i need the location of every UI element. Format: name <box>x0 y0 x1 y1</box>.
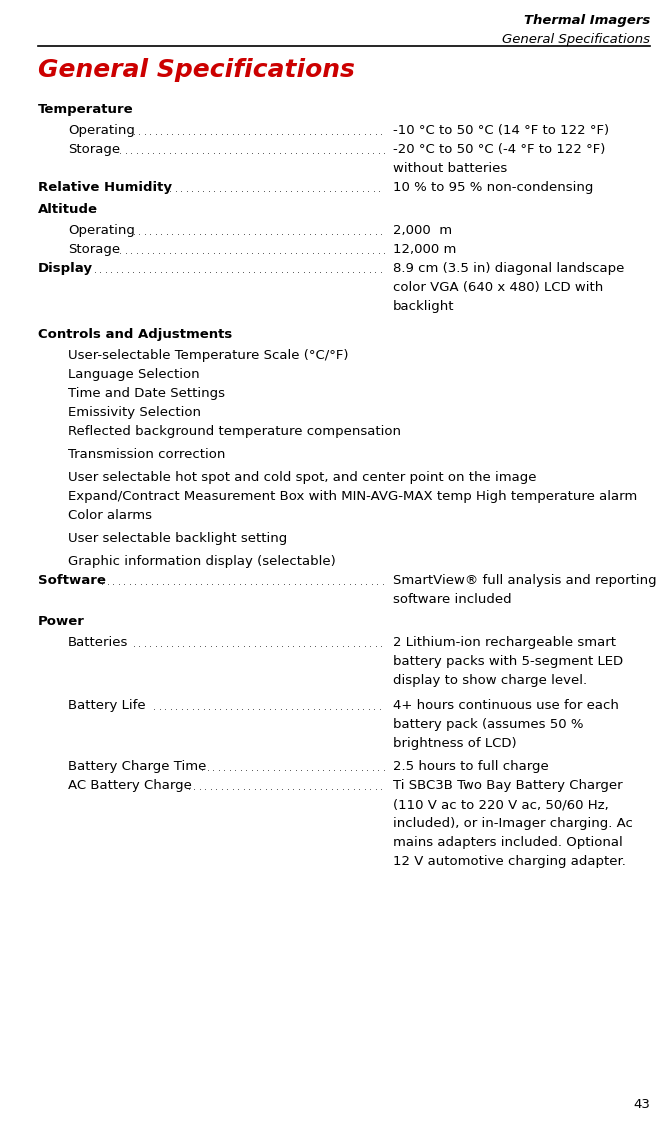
Text: 2,000  m: 2,000 m <box>393 224 452 237</box>
Text: Expand/Contract Measurement Box with MIN-AVG-MAX temp High temperature alarm: Expand/Contract Measurement Box with MIN… <box>68 490 637 504</box>
Text: 12,000 m: 12,000 m <box>393 243 456 256</box>
Text: Operating: Operating <box>68 224 135 237</box>
Text: -10 °C to 50 °C (14 °F to 122 °F): -10 °C to 50 °C (14 °F to 122 °F) <box>393 124 609 137</box>
Text: Language Selection: Language Selection <box>68 368 200 380</box>
Text: 2 Lithium-ion rechargeable smart: 2 Lithium-ion rechargeable smart <box>393 636 616 649</box>
Text: Software: Software <box>38 574 106 587</box>
Text: 8.9 cm (3.5 in) diagonal landscape: 8.9 cm (3.5 in) diagonal landscape <box>393 262 625 275</box>
Text: SmartView® full analysis and reporting: SmartView® full analysis and reporting <box>393 574 657 587</box>
Text: User selectable hot spot and cold spot, and center point on the image: User selectable hot spot and cold spot, … <box>68 471 536 484</box>
Text: (110 V ac to 220 V ac, 50/60 Hz,: (110 V ac to 220 V ac, 50/60 Hz, <box>393 798 609 811</box>
Text: without batteries: without batteries <box>393 161 507 175</box>
Text: Color alarms: Color alarms <box>68 509 152 522</box>
Text: Altitude: Altitude <box>38 203 98 216</box>
Text: 2.5 hours to full charge: 2.5 hours to full charge <box>393 760 548 773</box>
Text: 12 V automotive charging adapter.: 12 V automotive charging adapter. <box>393 855 626 868</box>
Text: included), or in-Imager charging. Ac: included), or in-Imager charging. Ac <box>393 817 633 830</box>
Text: brightness of LCD): brightness of LCD) <box>393 737 516 750</box>
Text: color VGA (640 x 480) LCD with: color VGA (640 x 480) LCD with <box>393 281 603 294</box>
Text: Battery Life: Battery Life <box>68 699 146 712</box>
Text: User selectable backlight setting: User selectable backlight setting <box>68 532 287 545</box>
Text: User-selectable Temperature Scale (°C/°F): User-selectable Temperature Scale (°C/°F… <box>68 349 349 362</box>
Text: Time and Date Settings: Time and Date Settings <box>68 387 225 400</box>
Text: General Specifications: General Specifications <box>38 58 355 82</box>
Text: Display: Display <box>38 262 93 275</box>
Text: Ti SBC3B Two Bay Battery Charger: Ti SBC3B Two Bay Battery Charger <box>393 779 623 793</box>
Text: Operating: Operating <box>68 124 135 137</box>
Text: backlight: backlight <box>393 300 454 313</box>
Text: 43: 43 <box>633 1099 650 1111</box>
Text: Relative Humidity: Relative Humidity <box>38 181 172 194</box>
Text: -20 °C to 50 °C (-4 °F to 122 °F): -20 °C to 50 °C (-4 °F to 122 °F) <box>393 143 605 156</box>
Text: AC Battery Charge: AC Battery Charge <box>68 779 192 793</box>
Text: Emissivity Selection: Emissivity Selection <box>68 406 201 419</box>
Text: battery pack (assumes 50 %: battery pack (assumes 50 % <box>393 718 584 730</box>
Text: battery packs with 5-segment LED: battery packs with 5-segment LED <box>393 655 623 668</box>
Text: Controls and Adjustments: Controls and Adjustments <box>38 329 232 341</box>
Text: Battery Charge Time: Battery Charge Time <box>68 760 206 773</box>
Text: General Specifications: General Specifications <box>502 33 650 46</box>
Text: Thermal Imagers: Thermal Imagers <box>524 14 650 27</box>
Text: Storage: Storage <box>68 143 120 156</box>
Text: Temperature: Temperature <box>38 103 134 116</box>
Text: display to show charge level.: display to show charge level. <box>393 674 587 688</box>
Text: Storage: Storage <box>68 243 120 256</box>
Text: Graphic information display (selectable): Graphic information display (selectable) <box>68 555 336 568</box>
Text: mains adapters included. Optional: mains adapters included. Optional <box>393 835 623 849</box>
Text: Transmission correction: Transmission correction <box>68 448 225 461</box>
Text: software included: software included <box>393 593 512 606</box>
Text: Batteries: Batteries <box>68 636 128 649</box>
Text: 10 % to 95 % non-condensing: 10 % to 95 % non-condensing <box>393 181 593 194</box>
Text: Reflected background temperature compensation: Reflected background temperature compens… <box>68 425 401 438</box>
Text: 4+ hours continuous use for each: 4+ hours continuous use for each <box>393 699 619 712</box>
Text: Power: Power <box>38 615 85 628</box>
